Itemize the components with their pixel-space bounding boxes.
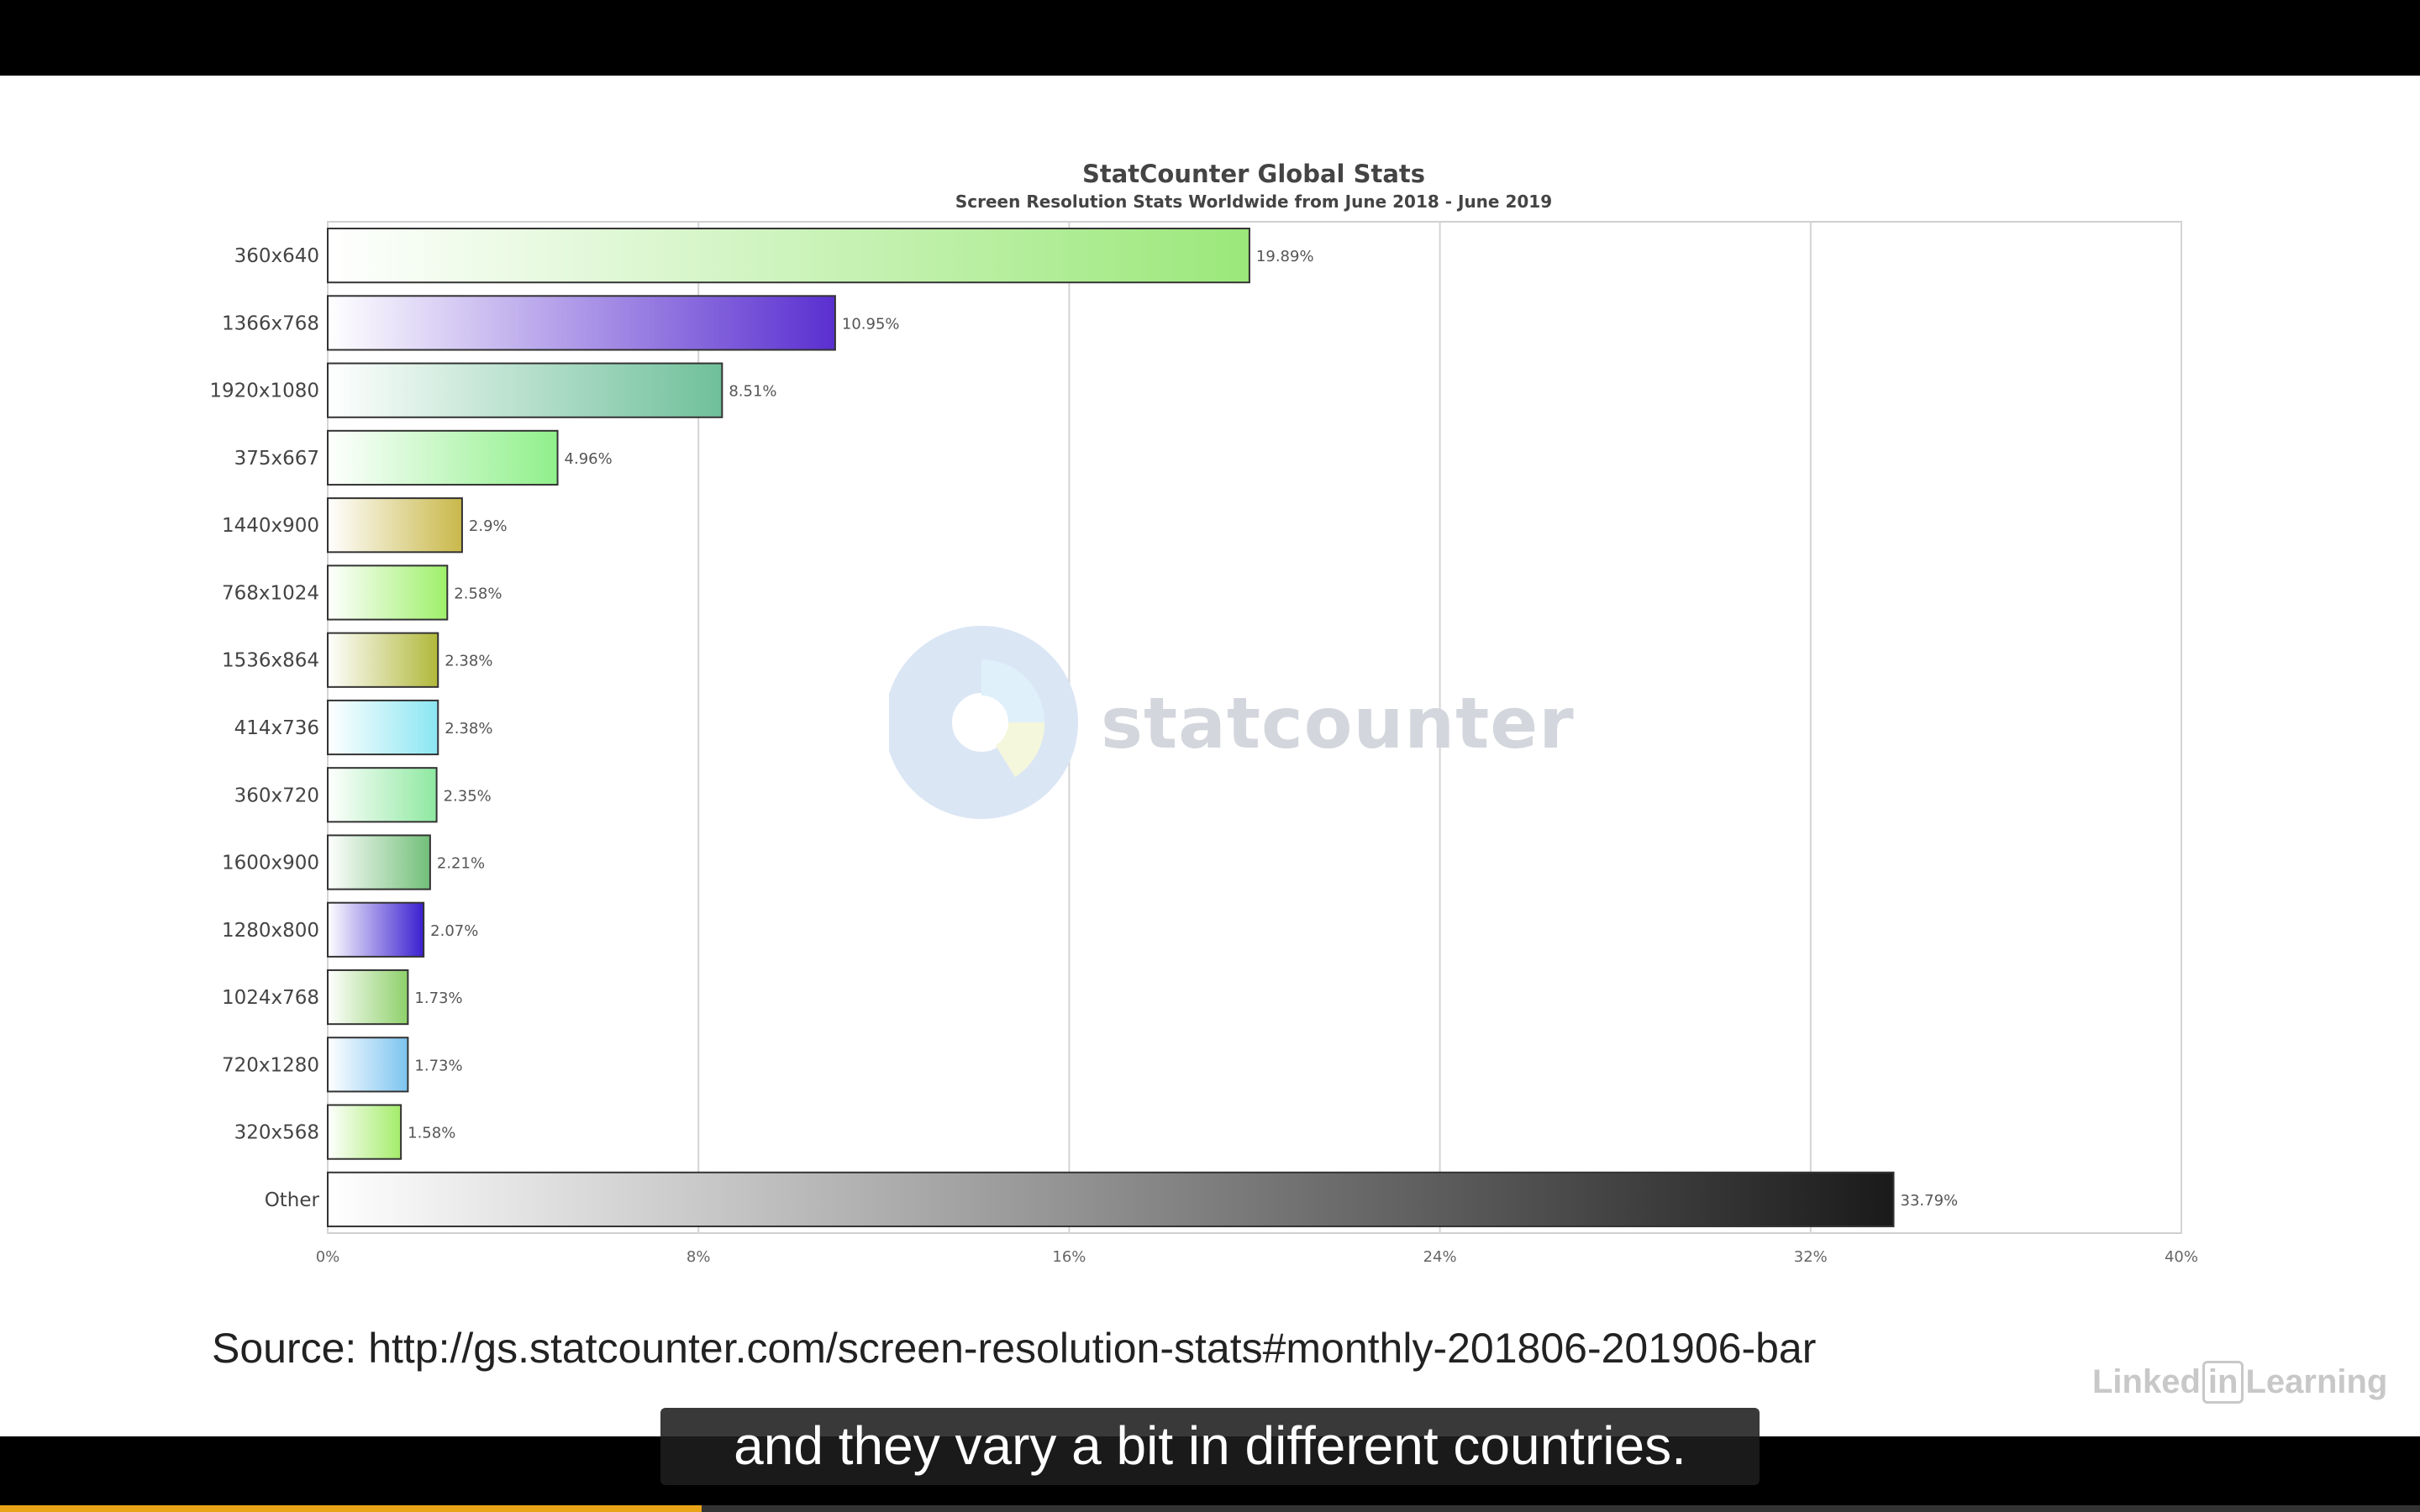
x-tick-label: 40% (2165, 1248, 2198, 1266)
data-label: 33.79% (1901, 1192, 1959, 1210)
x-tick-label: 0% (316, 1248, 340, 1266)
bar (327, 429, 559, 486)
data-label: 1.73% (414, 1057, 462, 1074)
data-label: 8.51% (729, 383, 776, 401)
bar (327, 362, 723, 418)
video-progress-bar[interactable] (0, 1505, 2420, 1512)
category-label: 1920x1080 (209, 381, 319, 402)
category-label: 1440x900 (222, 515, 319, 537)
category-label: 720x1280 (222, 1054, 319, 1076)
data-label: 10.95% (842, 315, 900, 333)
bar (327, 497, 463, 554)
statcounter-logo-icon (889, 626, 1078, 819)
source-citation: Source: http://gs.statcounter.com/screen… (212, 1325, 1817, 1372)
category-label: 360x640 (234, 245, 319, 267)
data-label: 1.73% (414, 990, 462, 1007)
caption-background (660, 1408, 1760, 1485)
data-label: 2.58% (454, 585, 502, 602)
data-label: 2.38% (445, 653, 492, 670)
video-top-letterbox (0, 0, 2420, 76)
bar (327, 1037, 409, 1093)
bar (327, 1104, 402, 1160)
data-label: 19.89% (1256, 248, 1314, 265)
chart-subtitle: Screen Resolution Stats Worldwide from J… (955, 192, 1553, 212)
x-tick-label: 24% (1423, 1248, 1457, 1266)
x-tick-label: 32% (1794, 1248, 1828, 1266)
chart-title: StatCounter Global Stats (1081, 160, 1426, 188)
watermark-text: statcounter (1101, 682, 1575, 764)
bar (327, 901, 425, 958)
bar (327, 228, 1250, 284)
category-label: 768x1024 (222, 582, 319, 604)
bar (327, 295, 836, 351)
category-label: 375x667 (234, 448, 319, 470)
bar-chart: 0% 8% 16% 24% 32% 40% 360x640 19.89% 1366x768 10.… (209, 221, 2198, 1266)
data-label: 2.07% (430, 922, 478, 940)
category-label: 1366x768 (222, 312, 319, 334)
bar (327, 632, 439, 688)
brand-in-box: in (2202, 1361, 2244, 1404)
x-tick-label: 16% (1052, 1248, 1086, 1266)
category-label: Other (265, 1189, 320, 1211)
bar (327, 767, 438, 823)
category-label: 1536x864 (222, 650, 319, 672)
data-label: 2.35% (444, 787, 492, 805)
data-label: 1.58% (408, 1125, 455, 1142)
bar (327, 564, 449, 621)
bar (327, 969, 409, 1026)
data-label: 4.96% (565, 450, 613, 468)
video-progress-fill (0, 1505, 702, 1512)
bar (327, 1171, 1895, 1227)
data-label: 2.38% (445, 720, 492, 738)
category-label: 414x736 (234, 717, 319, 739)
brand-prefix: Linked (2092, 1363, 2201, 1400)
bar (327, 834, 431, 890)
category-label: 1600x900 (222, 853, 319, 874)
brand-suffix: Learning (2245, 1363, 2388, 1400)
data-label: 2.9% (469, 517, 508, 535)
bar (327, 699, 439, 756)
category-label: 320x568 (234, 1122, 319, 1144)
category-label: 1280x800 (222, 920, 319, 942)
x-tick-label: 8% (687, 1248, 711, 1266)
caption-text: and they vary a bit in different countri… (734, 1415, 1686, 1476)
linkedin-learning-logo: Linked in Learning (2092, 1361, 2387, 1404)
category-label: 1024x768 (222, 987, 319, 1009)
data-label: 2.21% (437, 855, 485, 873)
category-label: 360x720 (234, 785, 319, 806)
